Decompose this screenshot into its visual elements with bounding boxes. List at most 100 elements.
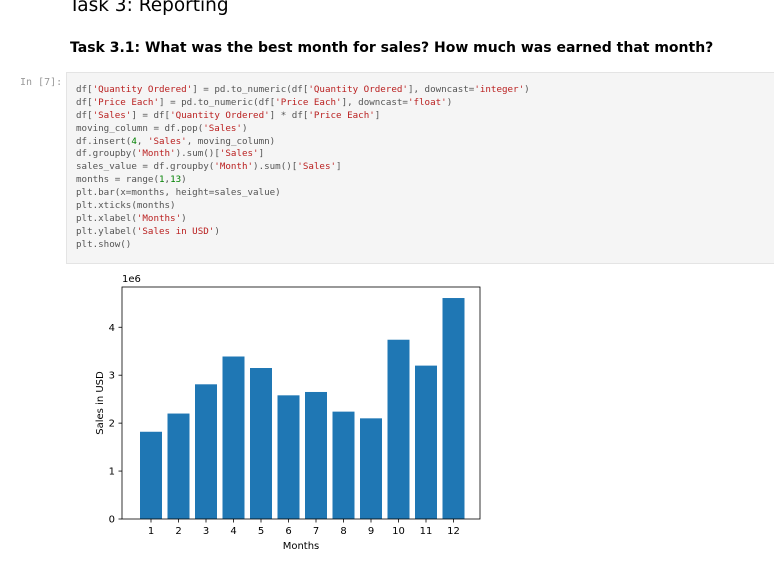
x-tick-label: 5 <box>258 526 264 537</box>
x-tick-label: 10 <box>392 526 405 537</box>
code-token: 13 <box>170 174 182 186</box>
x-tick-label: 7 <box>313 526 319 537</box>
code-token: ) <box>524 84 530 95</box>
code-text[interactable]: df['Quantity Ordered'] = pd.to_numeric(d… <box>76 84 530 252</box>
code-token: ] = pd.to_numeric(df[ <box>192 84 309 95</box>
x-tick-label: 8 <box>340 526 346 537</box>
code-token: 'Sales' <box>92 109 132 121</box>
code-line: plt.xlabel('Months') <box>76 213 530 226</box>
bar-month-5 <box>250 368 272 519</box>
code-token: 'Sales' <box>203 122 242 134</box>
code-cell-editor[interactable]: df['Quantity Ordered'] = pd.to_numeric(d… <box>66 72 774 264</box>
code-token: 'Quantity Ordered' <box>170 109 270 121</box>
code-token: ] * df[ <box>269 109 309 121</box>
code-token: 'integer' <box>474 84 525 95</box>
code-token: , <box>164 174 171 186</box>
bar-month-7 <box>305 391 327 519</box>
code-token: df.groupby( <box>76 148 137 160</box>
code-token: plt.show() <box>76 238 132 250</box>
code-line: sales_value = df.groupby('Month').sum()[… <box>76 161 530 174</box>
plot-frame <box>121 286 481 520</box>
x-tick-label: 11 <box>420 526 433 537</box>
y-axis-offset-label: 1e6 <box>122 274 141 285</box>
code-token: 'Quantity Ordered' <box>92 84 193 95</box>
code-token: ).sum()[ <box>253 161 298 173</box>
code-token: , moving_column) <box>186 135 276 147</box>
code-token: 'Sales' <box>219 148 259 160</box>
code-token: months = range( <box>76 174 159 186</box>
code-token: ) <box>446 96 453 108</box>
code-token: plt.ylabel( <box>76 225 137 237</box>
bar-month-10 <box>387 339 410 519</box>
y-tick-label: 2 <box>109 419 115 430</box>
code-line: moving_column = df.pop('Sales') <box>76 123 530 136</box>
code-token: plt.xticks(months) <box>76 200 176 212</box>
code-token: 'Month' <box>214 161 254 173</box>
code-token: ], downcast= <box>341 96 408 108</box>
code-token: plt.xlabel( <box>76 212 137 224</box>
code-token: 'Month' <box>136 148 176 160</box>
code-token: ] = pd.to_numeric(df[ <box>159 96 276 108</box>
code-token: moving_column = df.pop( <box>76 122 204 134</box>
x-tick-label: 6 <box>285 526 291 537</box>
code-token: 'Sales' <box>297 161 337 173</box>
code-token: 'Months' <box>136 212 182 224</box>
code-token: df[ <box>76 84 93 95</box>
code-line: months = range(1,13) <box>76 174 530 187</box>
x-tick-label: 1 <box>148 526 154 537</box>
bar-month-1 <box>140 431 162 519</box>
code-token: ) <box>241 122 248 134</box>
code-token: 'Price Each' <box>92 96 159 108</box>
code-token: ] <box>374 109 381 121</box>
code-token: 'float' <box>407 96 447 108</box>
bar-month-3 <box>195 384 217 519</box>
x-tick-label: 2 <box>175 526 181 537</box>
code-token: df[ <box>76 96 93 108</box>
x-tick-label: 12 <box>447 526 460 537</box>
code-line: df['Sales'] = df['Quantity Ordered'] * d… <box>76 110 530 123</box>
code-line: df['Quantity Ordered'] = pd.to_numeric(d… <box>76 84 530 97</box>
code-token: 'Sales' <box>147 135 187 147</box>
subsection-heading: Task 3.1: What was the best month for sa… <box>70 40 714 56</box>
code-token: ) <box>181 212 187 224</box>
y-tick-label: 1 <box>109 467 115 478</box>
cell-prompt: In [7]: <box>20 77 63 88</box>
y-axis-label: Sales in USD <box>95 371 106 435</box>
code-token: ) <box>181 174 187 186</box>
bar-month-11 <box>415 365 437 519</box>
bar-month-6 <box>277 395 300 519</box>
code-line: plt.ylabel('Sales in USD') <box>76 226 530 239</box>
code-token: df.insert( <box>76 135 132 147</box>
code-token: 'Price Each' <box>308 109 375 121</box>
code-token: 'Price Each' <box>275 96 342 108</box>
x-axis-label: Months <box>283 541 320 552</box>
code-token: ] <box>258 148 265 160</box>
code-line: df.insert(4, 'Sales', moving_column) <box>76 136 530 149</box>
code-line: plt.show() <box>76 239 530 252</box>
code-token: 'Quantity Ordered' <box>308 84 408 95</box>
section-heading: Task 3: Reporting <box>69 0 229 16</box>
bar-month-9 <box>360 418 382 519</box>
y-tick-label: 3 <box>109 371 115 382</box>
code-token: ] <box>336 161 342 173</box>
code-token: ], downcast= <box>407 84 475 95</box>
bar-month-12 <box>442 298 465 519</box>
code-token: df[ <box>76 109 93 121</box>
y-tick-label: 0 <box>109 515 115 526</box>
bar-month-2 <box>167 413 190 519</box>
code-line: plt.xticks(months) <box>76 200 530 213</box>
bar-month-4 <box>222 356 245 519</box>
x-tick-label: 3 <box>203 526 209 537</box>
cell-output: 1 2 3 4 5 6 7 8 9 10 11 12 0 1 2 3 4 1e6 Months Sales in US… <box>66 266 774 556</box>
code-token: ).sum()[ <box>175 148 220 160</box>
bar-month-8 <box>332 411 355 519</box>
code-token: 'Sales in USD' <box>136 225 215 237</box>
code-token: sales_value = df.groupby( <box>76 161 215 173</box>
code-line: df.groupby('Month').sum()['Sales'] <box>76 148 530 161</box>
y-tick-label: 4 <box>109 323 115 334</box>
code-token: , <box>136 135 148 147</box>
code-token: 4 <box>131 135 137 147</box>
code-line: df['Price Each'] = pd.to_numeric(df['Pri… <box>76 97 530 110</box>
x-tick-label: 4 <box>230 526 236 537</box>
